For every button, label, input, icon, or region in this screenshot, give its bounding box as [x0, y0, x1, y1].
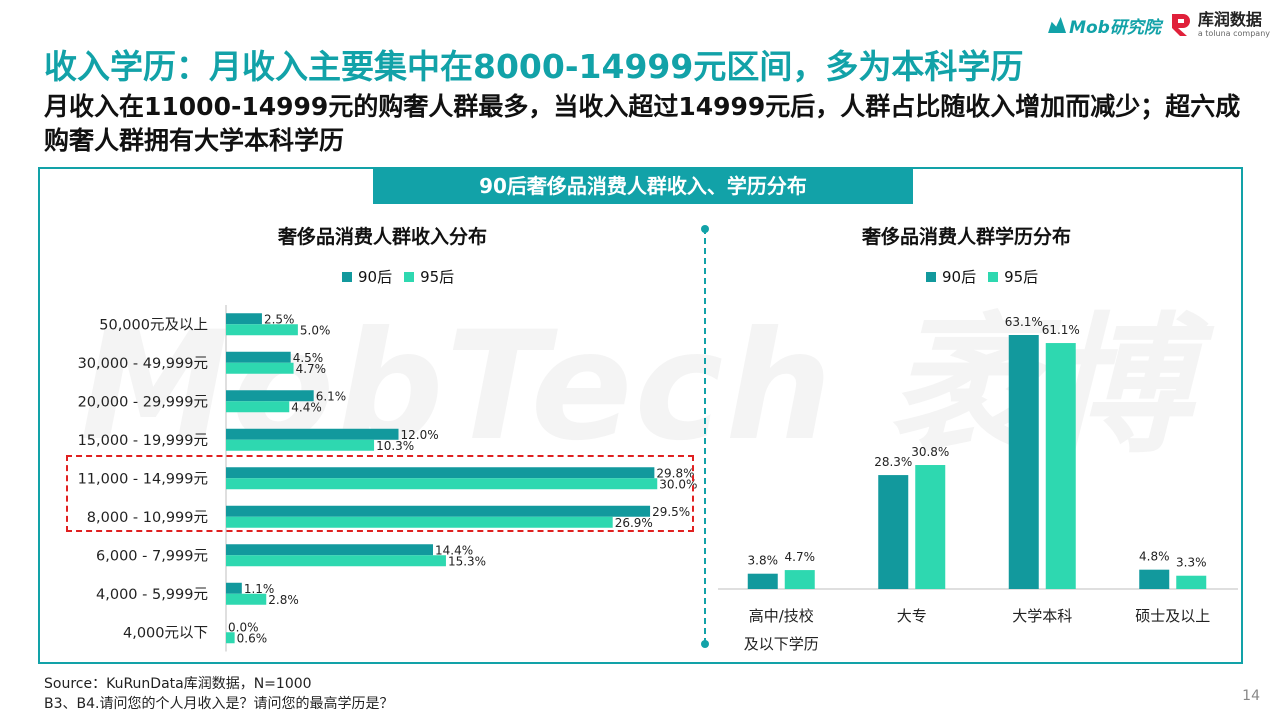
logo-group: Mob研究院 库润数据 a toluna company	[1048, 8, 1270, 42]
legend-swatch-90	[342, 271, 352, 282]
bar-95	[915, 465, 946, 589]
legend-swatch-95	[404, 271, 415, 282]
data-label: 30.0%	[659, 477, 697, 491]
bar-95	[226, 478, 658, 490]
category-label: 30,000 - 49,999元	[78, 356, 208, 372]
data-label: 2.5%	[264, 312, 295, 326]
data-label: 14.4%	[435, 543, 473, 557]
data-label: 3.8%	[748, 554, 779, 568]
bar-90	[226, 467, 655, 479]
kurun-logo-name: 库润数据	[1197, 10, 1262, 29]
panel-divider	[704, 228, 706, 644]
legend-swatch-95	[988, 271, 999, 282]
data-label: 10.3%	[376, 439, 414, 453]
data-label: 29.8%	[656, 466, 694, 480]
education-legend: 90后 95后	[926, 266, 1044, 287]
bar-90	[226, 351, 291, 363]
data-label: 30.8%	[911, 445, 949, 459]
kurun-logo-icon	[1171, 14, 1190, 36]
legend-label-95: 95后	[1004, 268, 1039, 286]
data-label: 2.8%	[268, 593, 299, 607]
bar-95	[226, 362, 294, 374]
divider-dot-bottom	[701, 640, 709, 648]
legend-label-90: 90后	[358, 268, 393, 286]
bar-90	[226, 582, 242, 594]
data-label: 28.3%	[874, 455, 912, 469]
category-label: 硕士及以上	[1135, 607, 1210, 625]
education-chart-title: 奢侈品消费人群学历分布	[862, 226, 1072, 248]
bar-95	[226, 439, 375, 451]
source-text: Source：KuRunData库润数据，N=1000	[44, 676, 312, 692]
page-title: 收入学历：月收入主要集中在8000-14999元区间，多为本科学历	[44, 47, 1024, 86]
chart-frame	[38, 167, 1243, 664]
mob-logo-text: Mob研究院	[1069, 17, 1161, 38]
data-label: 15.3%	[448, 554, 486, 568]
data-label: 29.5%	[652, 505, 690, 519]
bar-95	[1045, 343, 1076, 589]
divider-dot-top	[701, 225, 709, 233]
source-note: Source：KuRunData库润数据，N=1000 B3、B4.请问您的个人…	[44, 674, 393, 714]
question-text: B3、B4.请问您的个人月收入是？请问您的最高学历是？	[44, 696, 394, 712]
page-subtitle: 月收入在11000-14999元的购奢人群最多，当收入超过14999元后，人群占…	[44, 92, 1241, 155]
data-label: 4.5%	[293, 351, 324, 365]
bar-95	[226, 632, 235, 644]
data-label: 1.1%	[244, 582, 275, 596]
data-label: 5.0%	[300, 323, 331, 337]
bar-95	[226, 401, 290, 413]
category-label: 及以下学历	[744, 635, 819, 653]
bar-90	[226, 313, 262, 325]
bar-95	[1176, 575, 1207, 589]
category-label: 20,000 - 29,999元	[78, 394, 208, 410]
kurun-logo: 库润数据 a toluna company	[1169, 12, 1270, 38]
data-label: 61.1%	[1042, 323, 1080, 337]
data-label: 0.6%	[237, 631, 268, 645]
bar-95	[226, 324, 298, 336]
data-label: 12.0%	[401, 428, 439, 442]
page-number: 14	[1242, 688, 1260, 704]
income-legend: 90后 95后	[342, 266, 460, 287]
legend-label-95: 95后	[420, 268, 455, 286]
data-label: 4.4%	[291, 400, 322, 414]
data-label: 63.1%	[1005, 315, 1043, 329]
data-label: 26.9%	[615, 516, 653, 530]
bar-90	[1008, 335, 1039, 589]
category-label: 4,000 - 5,999元	[96, 587, 208, 603]
bar-95	[784, 570, 815, 589]
category-label: 高中/技校	[749, 607, 814, 625]
income-bar-chart: 50,000元及以上 2.5%5.0%30,000 - 49,999元 4.5%4.…	[78, 305, 697, 652]
data-label: 3.3%	[1176, 556, 1207, 570]
bar-90	[226, 428, 399, 440]
category-label: 8,000 - 10,999元	[87, 510, 208, 526]
legend-swatch-90	[926, 271, 936, 282]
data-label: 4.8%	[1139, 550, 1170, 564]
bar-90	[226, 390, 314, 402]
kurun-logo-sub: a toluna company	[1197, 29, 1270, 38]
bar-90	[1139, 569, 1170, 589]
bar-90	[226, 505, 651, 517]
data-label: 4.7%	[785, 550, 816, 564]
legend-label-90: 90后	[942, 268, 977, 286]
bar-95	[226, 516, 613, 528]
bar-90	[747, 573, 778, 589]
mob-logo: Mob研究院	[1048, 13, 1161, 38]
chart-banner: 90后奢侈品消费人群收入、学历分布	[373, 169, 913, 204]
category-label: 大学本科	[1012, 607, 1072, 625]
category-label: 4,000元以下	[123, 625, 208, 641]
data-label: 6.1%	[316, 389, 347, 403]
category-label: 11,000 - 14,999元	[78, 471, 208, 487]
bar-95	[226, 555, 446, 567]
category-label: 6,000 - 7,999元	[96, 548, 208, 564]
bar-90	[226, 544, 433, 556]
data-label: 4.7%	[296, 362, 327, 376]
data-label: 0.0%	[228, 620, 259, 634]
category-label: 15,000 - 19,999元	[78, 433, 208, 449]
category-label: 大专	[897, 607, 927, 625]
bar-90	[878, 475, 909, 589]
bar-95	[226, 593, 267, 605]
highlight-box	[66, 455, 694, 532]
category-label: 50,000元及以上	[99, 316, 208, 333]
income-chart-title: 奢侈品消费人群收入分布	[278, 226, 488, 248]
